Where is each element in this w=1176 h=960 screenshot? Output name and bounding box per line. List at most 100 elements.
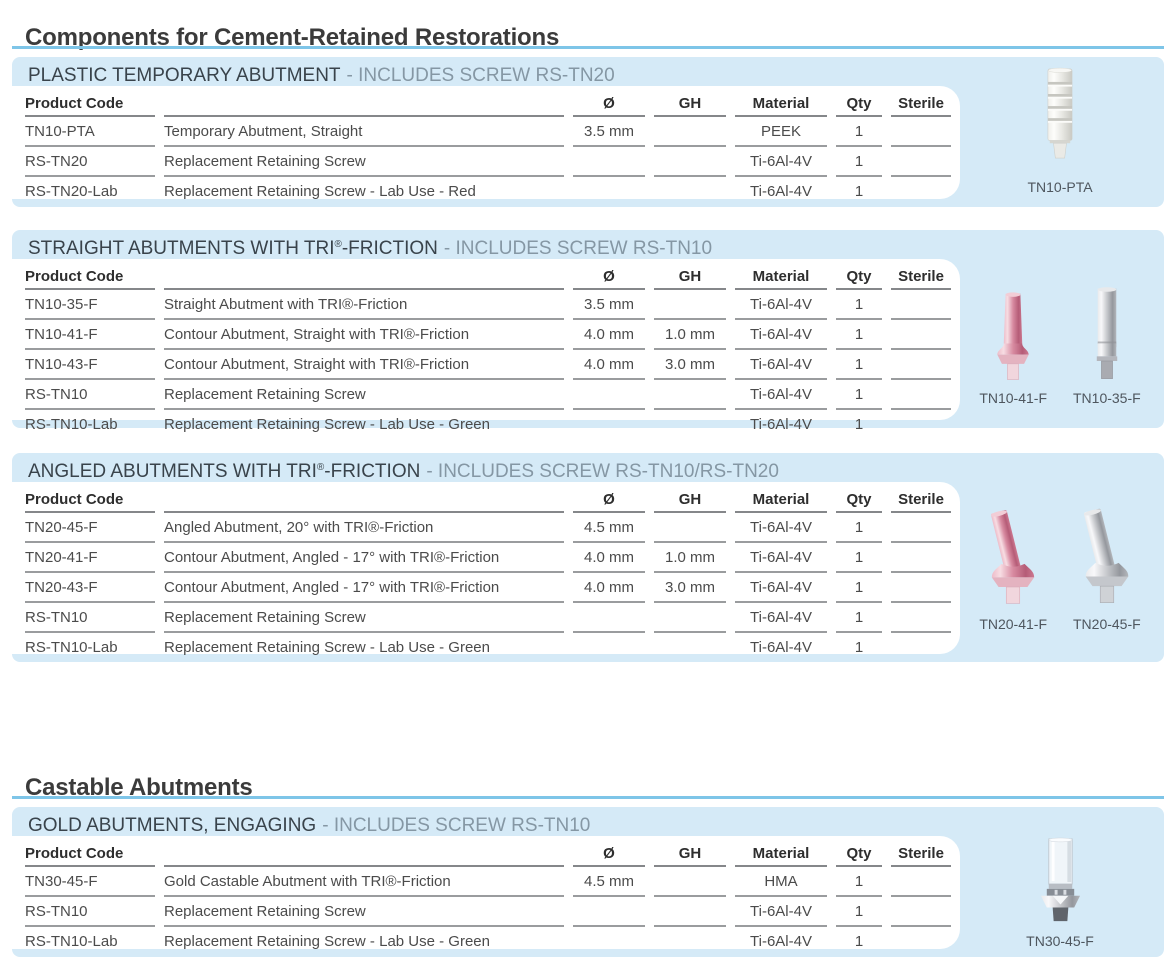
cell-product-code: RS-TN20-Lab (25, 182, 118, 200)
table-panel: Product Code Ø GH Material Qty Sterile T… (12, 86, 960, 200)
cell-description: Replacement Retaining Screw (164, 147, 564, 177)
table-row: RS-TN10-Lab Replacement Retaining Screw … (25, 633, 951, 661)
cell-sterile (891, 543, 951, 573)
section-heading: ANGLED ABUTMENTS WITH TRI®-FRICTION - INC… (12, 453, 1164, 482)
cell-qty: 1 (836, 147, 882, 177)
section-heading-main: ANGLED ABUTMENTS WITH TRI (28, 461, 317, 482)
col-diameter: Ø (573, 484, 645, 513)
section-heading-main-cont: -FRICTION (324, 461, 421, 482)
cell-qty: 1 (836, 603, 882, 633)
registered-mark: ® (316, 462, 325, 473)
product-image-label: TN10-35-F (1073, 390, 1141, 406)
product-figures: TN10-PTA (960, 61, 1160, 195)
table-row: RS-TN10-Lab Replacement Retaining Screw … (25, 927, 951, 955)
cell-material: PEEK (735, 117, 827, 147)
product-image-label: TN30-45-F (1026, 933, 1094, 949)
cell-qty: 1 (854, 638, 864, 656)
cell-material: Ti-6Al-4V (735, 513, 827, 543)
col-description (164, 838, 564, 867)
registered-mark: ® (334, 239, 342, 250)
cell-material: Ti-6Al-4V (735, 350, 827, 380)
cell-description: Replacement Retaining Screw - Lab Use - … (164, 182, 476, 200)
cell-product-code: TN20-43-F (25, 573, 155, 603)
cell-gh (654, 147, 726, 177)
cell-sterile (891, 320, 951, 350)
cell-product-code: TN10-41-F (25, 320, 155, 350)
cell-qty: 1 (836, 897, 882, 927)
cell-qty: 1 (836, 380, 882, 410)
cell-sterile (891, 603, 951, 633)
col-product-code: Product Code (25, 484, 155, 513)
col-qty: Qty (836, 484, 882, 513)
col-material: Material (735, 261, 827, 290)
cell-diameter (573, 897, 645, 927)
cell-gh (654, 897, 726, 927)
section-straight-abutments: STRAIGHT ABUTMENTS WITH TRI®-FRICTION - I… (12, 230, 1164, 433)
cell-product-code: RS-TN10-Lab (25, 638, 118, 656)
titanium-angled-abutment-image (1083, 508, 1129, 603)
product-figure: TN10-41-F (979, 290, 1047, 406)
col-diameter: Ø (573, 838, 645, 867)
col-sterile: Sterile (891, 838, 951, 867)
table-row: TN10-PTA Temporary Abutment, Straight 3.… (25, 117, 951, 147)
cell-product-code: RS-TN10 (25, 380, 155, 410)
cell-gh: 3.0 mm (654, 573, 726, 603)
product-image-label: TN20-41-F (979, 616, 1047, 632)
col-material: Material (735, 88, 827, 117)
section-heading-main: STRAIGHT ABUTMENTS WITH TRI (28, 238, 335, 259)
cell-product-code: TN10-43-F (25, 350, 155, 380)
cell-gh (654, 633, 726, 661)
table-row: RS-TN10 Replacement Retaining Screw Ti-6… (25, 380, 951, 410)
table-row: TN30-45-F Gold Castable Abutment with TR… (25, 867, 951, 897)
table-row: RS-TN10-Lab Replacement Retaining Screw … (25, 410, 951, 438)
cell-diameter (573, 927, 645, 955)
section-heading-sub: - INCLUDES SCREW RS-TN20 (346, 65, 615, 86)
cell-material: Ti-6Al-4V (735, 573, 827, 603)
cell-product-code: TN10-PTA (25, 117, 155, 147)
col-diameter: Ø (573, 88, 645, 117)
product-figures: TN20-41-F TN20-45-F (960, 457, 1160, 632)
section-angled-abutments: ANGLED ABUTMENTS WITH TRI®-FRICTION - INC… (12, 453, 1164, 662)
cell-material: Ti-6Al-4V (735, 603, 827, 633)
cell-gh (654, 290, 726, 320)
cell-product-code: RS-TN10-Lab (25, 415, 118, 433)
cell-diameter: 4.0 mm (573, 350, 645, 380)
product-table: Product Code Ø GH Material Qty Sterile T… (16, 88, 960, 205)
cell-description: Angled Abutment, 20° with TRI®-Friction (164, 513, 564, 543)
cell-description: Temporary Abutment, Straight (164, 117, 564, 147)
section-gold-abutments: GOLD ABUTMENTS, ENGAGING - INCLUDES SCREW… (12, 807, 1164, 957)
cell-gh (654, 177, 726, 205)
product-table: Product Code Ø GH Material Qty Sterile T… (16, 484, 960, 661)
product-figures: TN30-45-F (960, 811, 1160, 949)
product-figure: TN20-41-F (979, 510, 1047, 632)
product-image-label: TN20-45-F (1073, 616, 1141, 632)
cell-gh (654, 410, 726, 438)
cell-product-code: RS-TN20 (25, 147, 155, 177)
cell-sterile (891, 410, 951, 438)
product-figure: TN30-45-F (1026, 837, 1094, 949)
cell-sterile (891, 117, 951, 147)
cell-gh (654, 603, 726, 633)
cell-description: Contour Abutment, Angled - 17° with TRI®… (164, 543, 564, 573)
col-sterile: Sterile (891, 261, 951, 290)
titanium-straight-abutment-image (1096, 287, 1118, 379)
product-table: Product Code Ø GH Material Qty Sterile T… (16, 261, 960, 438)
table-header-row: Product Code Ø GH Material Qty Sterile (25, 261, 951, 290)
col-qty: Qty (836, 88, 882, 117)
table-row: TN20-41-F Contour Abutment, Angled - 17°… (25, 543, 951, 573)
gold-castable-abutment-image (1040, 837, 1080, 922)
cell-product-code: RS-TN10 (25, 897, 155, 927)
col-product-code: Product Code (25, 838, 155, 867)
section-heading-main: PLASTIC TEMPORARY ABUTMENT (28, 65, 341, 86)
section-heading: STRAIGHT ABUTMENTS WITH TRI®-FRICTION - I… (12, 230, 1164, 259)
cell-diameter (573, 603, 645, 633)
cell-material: Ti-6Al-4V (750, 638, 812, 656)
product-figure: TN10-35-F (1073, 284, 1141, 406)
cell-qty: 1 (836, 290, 882, 320)
product-image-label: TN10-41-F (979, 390, 1047, 406)
col-description (164, 88, 564, 117)
table-row: RS-TN20 Replacement Retaining Screw Ti-6… (25, 147, 951, 177)
section-heading-sub: - INCLUDES SCREW RS-TN10 (322, 815, 591, 836)
col-gh: GH (654, 838, 726, 867)
col-description (164, 484, 564, 513)
